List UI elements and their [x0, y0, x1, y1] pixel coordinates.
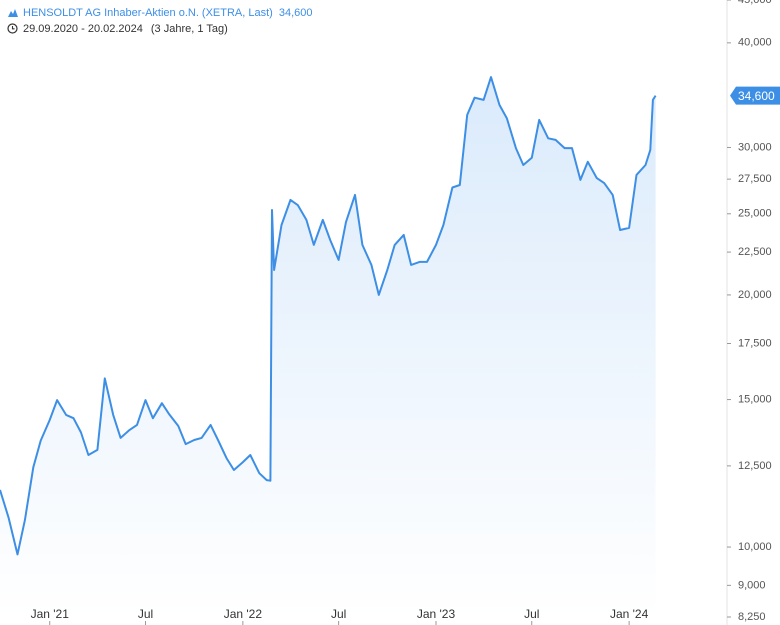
y-tick-label: 15,000: [738, 393, 772, 405]
clock-hand: [11, 26, 15, 30]
subtitle: 29.09.2020 - 20.02.2024: [23, 23, 143, 35]
x-tick-label: Jul: [524, 607, 539, 621]
area: [0, 77, 656, 618]
y-tick-label: 12,500: [738, 460, 772, 472]
y-tick-label: 8,250: [738, 611, 766, 623]
x-tick-label: Jan '24: [610, 607, 649, 621]
x-tick-label: Jan '21: [31, 607, 70, 621]
y-tick-label: 25,000: [738, 208, 772, 220]
price: 34,600: [279, 7, 313, 19]
y-tick-label: 20,000: [738, 289, 772, 301]
chart-title: HENSOLDT AG Inhaber-Aktien o.N. (XETRA, …: [23, 7, 273, 19]
price-badge-label: 34,600: [738, 89, 775, 103]
y-tick-label: 30,000: [738, 141, 772, 153]
x-tick-label: Jan '23: [417, 607, 456, 621]
header-bg: [0, 0, 330, 38]
x-tick-label: Jul: [138, 607, 153, 621]
x-tick-label: Jan '22: [224, 607, 263, 621]
price-line: [0, 76, 657, 556]
x-tick-label: Jul: [331, 607, 346, 621]
y-tick-label: 9,000: [738, 579, 766, 591]
subtitle-note: (3 Jahre, 1 Tag): [151, 23, 228, 35]
y-tick-label: 10,000: [738, 541, 772, 553]
y-tick-label: 17,500: [738, 337, 772, 349]
clock-icon: [7, 23, 18, 34]
plot: [0, 76, 657, 618]
price-badge: [730, 86, 780, 105]
y-tick-label: 40,000: [738, 37, 772, 49]
y-tick-label: 27,500: [738, 173, 772, 185]
y-tick-label: 45,000: [738, 0, 772, 6]
y-tick-label: 22,500: [738, 246, 772, 258]
chart-icon: [8, 9, 18, 17]
